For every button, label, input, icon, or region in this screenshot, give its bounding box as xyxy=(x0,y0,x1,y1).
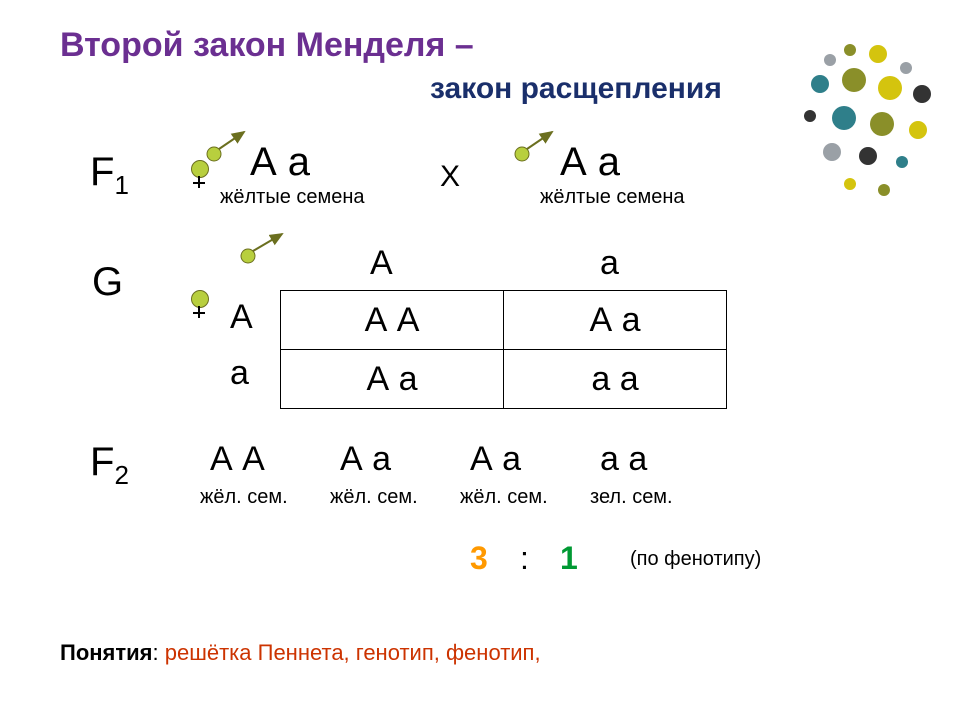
circle-icon xyxy=(191,290,209,308)
decorative-dots-icon xyxy=(790,40,950,210)
f2-phenotype-3: жёл. сем. xyxy=(460,486,548,509)
parent1-phenotype: жёлтые семена xyxy=(220,186,365,209)
slide-title-line1: Второй закон Менделя – xyxy=(60,26,474,65)
punnett-row-head-a: а xyxy=(230,354,249,393)
punnett-col-head-A: А xyxy=(370,244,393,283)
terms-text: решётка Пеннета, генотип, фенотип, xyxy=(165,640,541,665)
f2-phenotype-4: зел. сем. xyxy=(590,486,673,509)
slide-title-line2: закон расщепления xyxy=(430,72,722,106)
parent2-genotype: А а xyxy=(560,140,620,185)
table-row: А а а а xyxy=(281,350,727,409)
terms-colon: : xyxy=(153,640,165,665)
punnett-row-head-A: А xyxy=(230,298,253,337)
punnett-col-head-a: а xyxy=(600,244,619,283)
terms-line: Понятия: решётка Пеннета, генотип, фенот… xyxy=(60,640,541,666)
cross-symbol: X xyxy=(440,160,460,194)
punnett-cell-Aa: А а xyxy=(504,291,727,350)
punnett-cell-aA: А а xyxy=(281,350,504,409)
ratio-3: 3 xyxy=(470,540,488,577)
f2-phenotype-1: жёл. сем. xyxy=(200,486,288,509)
row-label-f2: F2 xyxy=(90,440,129,491)
circle-icon xyxy=(191,160,209,178)
punnett-cell-AA: А А xyxy=(281,291,504,350)
ratio-colon: : xyxy=(520,540,529,577)
terms-label: Понятия xyxy=(60,640,153,665)
female-symbol-icon xyxy=(188,160,210,194)
row-label-f1: F1 xyxy=(90,150,129,201)
punnett-square: А А А а А а а а xyxy=(280,290,727,409)
row-label-g: G xyxy=(92,260,123,305)
f1-subscript: 1 xyxy=(114,170,128,200)
f1-letter: F xyxy=(90,150,114,194)
f2-genotype-3: А а xyxy=(470,440,521,479)
f2-genotype-4: а а xyxy=(600,440,647,479)
female-symbol-icon xyxy=(188,290,210,324)
ratio-1: 1 xyxy=(560,540,578,577)
f2-subscript: 2 xyxy=(114,460,128,490)
f2-letter: F xyxy=(90,440,114,484)
parent2-phenotype: жёлтые семена xyxy=(540,186,685,209)
f2-phenotype-2: жёл. сем. xyxy=(330,486,418,509)
table-row: А А А а xyxy=(281,291,727,350)
f2-genotype-2: А а xyxy=(340,440,391,479)
ratio-note: (по фенотипу) xyxy=(630,548,761,571)
parent1-genotype: А а xyxy=(250,140,310,185)
f2-genotype-1: А А xyxy=(210,440,265,479)
punnett-cell-aa: а а xyxy=(504,350,727,409)
